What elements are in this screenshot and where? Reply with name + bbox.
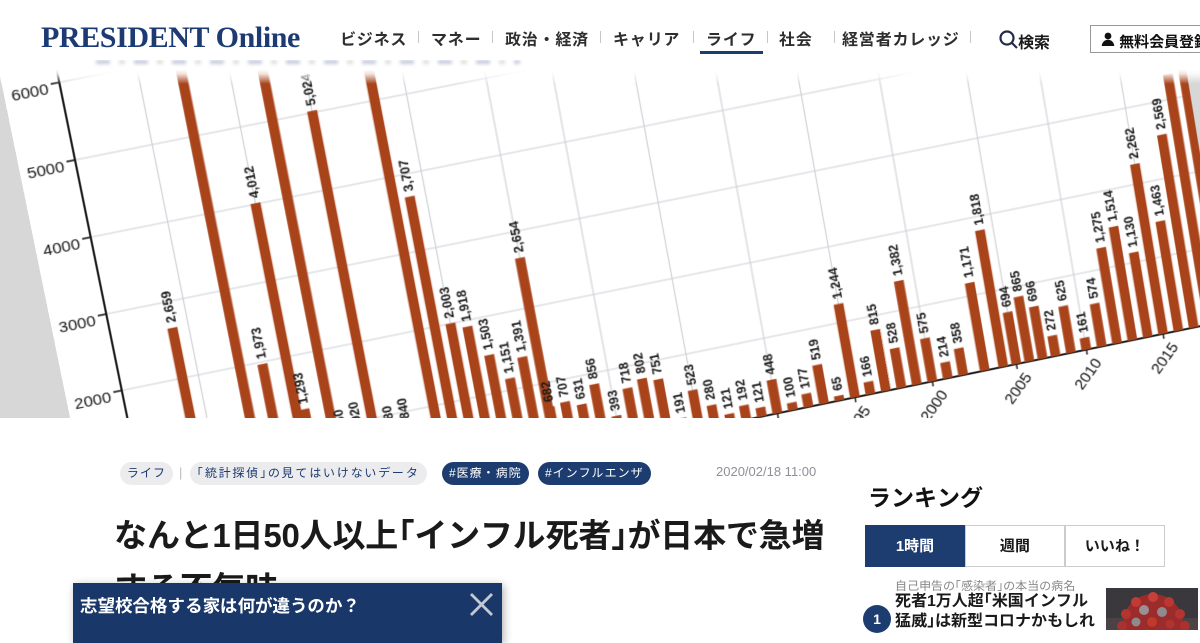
svg-text:1,973: 1,973: [248, 326, 269, 360]
svg-text:95: 95: [850, 403, 874, 418]
svg-text:4000: 4000: [41, 235, 81, 260]
svg-text:2000: 2000: [917, 387, 951, 418]
svg-text:865: 865: [1007, 269, 1025, 293]
svg-text:1,244: 1,244: [825, 266, 845, 300]
svg-text:631: 631: [570, 377, 588, 401]
svg-text:191: 191: [670, 391, 688, 415]
svg-text:121: 121: [718, 386, 736, 410]
svg-text:528: 528: [883, 321, 901, 345]
svg-text:272: 272: [1041, 309, 1059, 332]
svg-text:575: 575: [913, 311, 931, 335]
svg-text:121: 121: [749, 380, 767, 404]
svg-text:1,382: 1,382: [886, 243, 906, 277]
svg-text:1,151: 1,151: [496, 340, 517, 375]
svg-text:840: 840: [394, 397, 413, 418]
svg-text:1,918: 1,918: [453, 288, 474, 323]
svg-text:1,503: 1,503: [475, 317, 495, 351]
svg-text:707: 707: [553, 375, 571, 399]
svg-text:2,654: 2,654: [506, 219, 527, 254]
svg-text:65: 65: [828, 375, 845, 392]
svg-text:393: 393: [605, 389, 623, 413]
svg-text:2015: 2015: [1148, 340, 1182, 377]
svg-text:214: 214: [934, 335, 952, 359]
svg-text:5000: 5000: [26, 158, 66, 183]
svg-text:920: 920: [345, 400, 364, 418]
svg-text:3,707: 3,707: [396, 158, 417, 193]
svg-text:574: 574: [1083, 276, 1101, 300]
svg-text:523: 523: [681, 363, 699, 387]
svg-text:100: 100: [780, 376, 798, 400]
svg-text:2,569: 2,569: [1149, 97, 1168, 131]
svg-text:625: 625: [1052, 279, 1070, 303]
svg-text:280: 280: [700, 378, 718, 402]
svg-text:1,130: 1,130: [1121, 215, 1140, 249]
svg-text:815: 815: [864, 302, 882, 326]
svg-text:4,012: 4,012: [241, 165, 262, 200]
svg-text:1,391: 1,391: [508, 319, 529, 354]
svg-text:192: 192: [732, 378, 750, 402]
svg-text:1,514: 1,514: [1100, 189, 1120, 223]
svg-text:802: 802: [630, 351, 648, 375]
svg-text:3000: 3000: [57, 312, 97, 337]
svg-text:2,659: 2,659: [158, 290, 179, 324]
svg-text:2010: 2010: [1071, 355, 1105, 392]
svg-text:448: 448: [760, 352, 778, 376]
svg-text:1,463: 1,463: [1147, 184, 1166, 218]
svg-text:519: 519: [806, 338, 824, 362]
svg-text:860: 860: [330, 408, 349, 418]
svg-text:2005: 2005: [1001, 370, 1035, 407]
svg-text:751: 751: [646, 352, 664, 376]
svg-text:161: 161: [1073, 310, 1091, 334]
svg-text:2,003: 2,003: [436, 286, 457, 320]
svg-text:358: 358: [947, 321, 965, 345]
svg-text:1,818: 1,818: [967, 192, 987, 226]
svg-text:780: 780: [379, 405, 398, 418]
svg-text:682: 682: [538, 380, 556, 404]
svg-text:1,171: 1,171: [956, 245, 976, 279]
svg-text:2,262: 2,262: [1122, 126, 1141, 160]
svg-text:856: 856: [582, 357, 600, 381]
svg-text:1,293: 1,293: [290, 371, 311, 405]
svg-text:694: 694: [996, 285, 1014, 309]
svg-text:696: 696: [1023, 279, 1041, 303]
svg-text:2000: 2000: [73, 388, 113, 413]
svg-text:718: 718: [616, 360, 634, 384]
svg-text:1,275: 1,275: [1088, 210, 1108, 244]
svg-text:166: 166: [857, 355, 875, 379]
svg-text:177: 177: [795, 367, 813, 391]
